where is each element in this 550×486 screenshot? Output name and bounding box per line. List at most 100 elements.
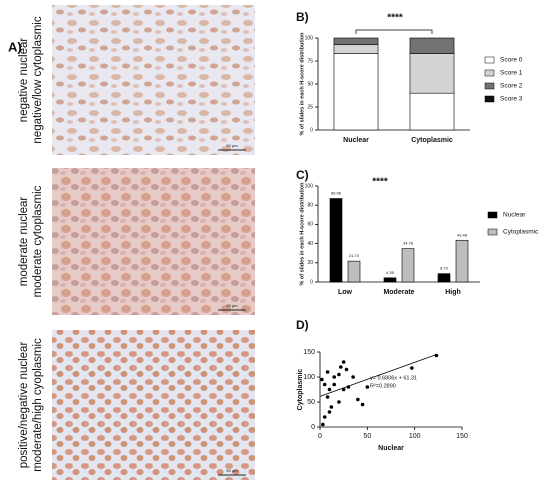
bar-segment	[409, 37, 455, 54]
legend-swatch	[487, 228, 498, 236]
bar-segment	[409, 53, 455, 94]
x-tick-label: 100	[409, 433, 421, 440]
point	[321, 422, 325, 427]
value-label: 21.74	[349, 253, 360, 258]
point	[332, 375, 337, 379]
bar-segment	[333, 44, 379, 54]
point	[344, 367, 349, 372]
image-caption: positive/negative nuclear	[18, 342, 30, 469]
micrograph	[52, 330, 255, 480]
x-tick-label: 150	[456, 433, 468, 440]
x-tick-label: 50	[363, 433, 371, 440]
legend-swatch	[487, 211, 498, 219]
y-axis-label: % of slides in each H-score distribution	[299, 32, 305, 136]
point	[341, 360, 346, 364]
micrograph	[52, 168, 255, 315]
annotation: y= 0.6806x + 61.31	[370, 375, 417, 381]
panel-a: negative nuclear negative/low cytoplasmic…	[18, 5, 255, 480]
bar	[347, 260, 361, 283]
trendline	[319, 354, 437, 397]
y-tick-label: 60	[307, 222, 313, 228]
value-label: 43.48	[457, 232, 468, 237]
point	[410, 366, 414, 370]
legend-swatch	[484, 69, 495, 77]
bar-segment	[333, 53, 379, 131]
legend-label: Score 0	[500, 57, 523, 64]
value-label: 8.70	[440, 266, 449, 271]
panel-label: C)	[296, 168, 309, 182]
image-caption: negative/low cytoplasmic	[32, 16, 44, 143]
legend-swatch	[484, 56, 495, 64]
y-tick-label: 0	[310, 279, 313, 285]
significance: ****	[372, 177, 388, 188]
x-tick-label: Cytoplasmic	[411, 137, 453, 144]
y-axis-label: Cytoplasmic	[297, 369, 304, 411]
point	[329, 405, 334, 409]
legend-label: Cytoplasmic	[503, 229, 539, 236]
legend-label: Score 2	[500, 83, 523, 90]
y-tick-label: 100	[305, 183, 314, 189]
point	[351, 375, 355, 379]
x-tick-label: 0	[318, 433, 322, 440]
x-tick-label: Moderate	[383, 289, 414, 296]
x-tick-label: Nuclear	[343, 137, 369, 144]
y-tick-label: 0	[311, 424, 315, 431]
bar	[455, 239, 469, 283]
legend-label: Score 1	[500, 70, 523, 77]
panel-label: A)	[8, 39, 22, 54]
panel-label: D)	[296, 318, 309, 332]
point	[327, 410, 332, 414]
bar	[401, 248, 415, 283]
annotation: R²=0.2890	[370, 383, 396, 389]
point	[320, 377, 324, 382]
y-tick-label: 40	[307, 241, 313, 247]
y-tick-label: 0	[310, 127, 313, 133]
y-tick-label: 75	[307, 58, 313, 64]
micrograph	[52, 5, 255, 155]
point	[337, 400, 341, 404]
point	[339, 365, 343, 369]
x-axis-label: Nuclear	[378, 445, 404, 452]
point	[356, 397, 360, 402]
point	[322, 382, 327, 387]
image-caption: moderate cytoplasmic	[32, 185, 44, 297]
value-label: 34.78	[403, 241, 414, 246]
point	[434, 353, 439, 358]
legend-label: Score 3	[500, 96, 523, 103]
point	[325, 395, 330, 399]
bar-segment	[409, 92, 455, 131]
x-tick-label: Low	[338, 289, 353, 296]
legend-swatch	[484, 82, 495, 90]
legend-label: Nuclear	[503, 212, 526, 219]
bar-segment	[333, 37, 379, 45]
x-tick-label: High	[445, 289, 461, 296]
bar	[437, 273, 451, 283]
scale-bar-label: 50 µm	[226, 143, 238, 148]
legend-swatch	[484, 95, 495, 103]
significance: ****	[387, 13, 403, 24]
point	[337, 372, 341, 377]
significance-bracket	[355, 29, 433, 34]
bar	[329, 198, 343, 283]
y-tick-label: 50	[307, 399, 315, 406]
point	[322, 415, 327, 419]
panel-label: B)	[296, 10, 309, 24]
value-label: 86.96	[331, 191, 342, 196]
y-tick-label: 100	[303, 374, 315, 381]
y-tick-label: 80	[307, 203, 313, 209]
value-label: 4.35	[386, 270, 395, 275]
y-tick-label: 50	[307, 81, 313, 87]
image-caption: moderate/high cyoplasmic	[32, 338, 44, 472]
y-axis-label: % of slides in each H-score distribution	[299, 182, 305, 286]
point	[341, 387, 346, 392]
point	[325, 370, 330, 374]
point	[346, 385, 351, 389]
scale-bar-label: 50 µm	[226, 303, 238, 308]
point	[365, 385, 370, 389]
y-tick-label: 100	[305, 35, 314, 41]
y-tick-label: 20	[307, 260, 313, 266]
point	[327, 387, 332, 392]
bar	[383, 277, 397, 283]
